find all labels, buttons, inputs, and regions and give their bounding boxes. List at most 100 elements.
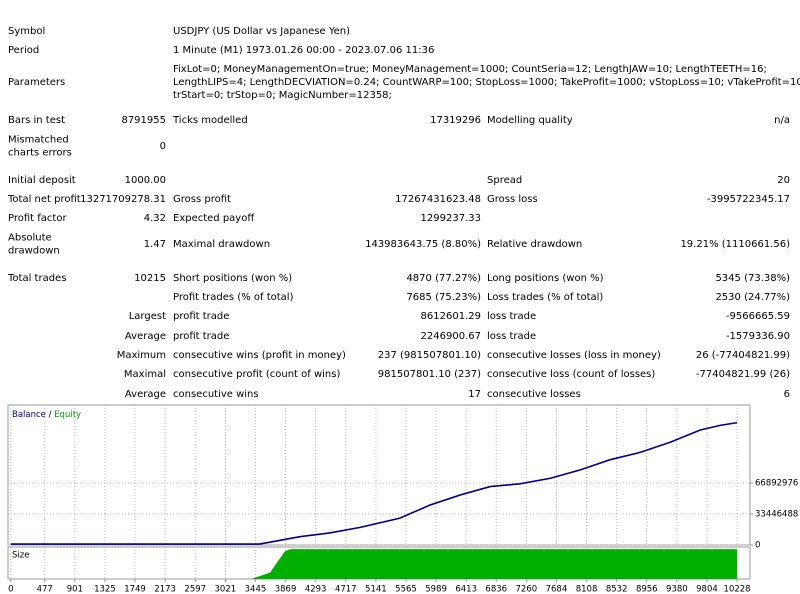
row-label: Short positions (won %) <box>173 273 292 284</box>
row-value: n/a <box>774 115 790 126</box>
row-value: -9566665.59 <box>726 311 790 322</box>
row-label: Average <box>125 331 166 342</box>
row-label: consecutive losses <box>487 389 581 400</box>
row-value: 17267431623.48 <box>395 194 481 205</box>
row-label: consecutive profit (count of wins) <box>173 369 340 380</box>
row-text: 1 Minute (M1) 1973.01.26 00:00 - 2023.07… <box>173 45 434 56</box>
row-value: 20 <box>777 175 790 186</box>
x-tick-label: 0 <box>8 585 13 594</box>
row-label: drawdown <box>8 246 60 257</box>
row-label: charts errors <box>8 148 72 159</box>
x-tick-label: 2597 <box>184 585 206 594</box>
legend: Balance / Equity <box>12 410 81 420</box>
x-tick-label: 3445 <box>245 585 267 594</box>
x-tick-label: 5141 <box>365 585 387 594</box>
row-label: loss trade <box>487 331 536 342</box>
row-label: Total net profit <box>7 194 81 205</box>
row-label: Symbol <box>8 26 45 37</box>
row-label: Mismatched <box>8 135 69 146</box>
row-value: -1579336.90 <box>726 331 790 342</box>
row-value: -3995722345.17 <box>707 194 790 205</box>
row-value: 19.21% (1110661.56) <box>680 239 790 250</box>
size-area <box>250 549 738 579</box>
row-label: Ticks modelled <box>172 115 248 126</box>
row-text: trStart=0; trStop=0; MagicNumber=12358; <box>173 90 392 101</box>
x-tick-label: 9380 <box>666 585 688 594</box>
x-tick-label: 8956 <box>636 585 658 594</box>
row-label: consecutive wins (profit in money) <box>173 350 346 361</box>
row-label: profit trade <box>173 331 229 342</box>
row-label: Total trades <box>7 273 66 284</box>
x-tick-label: 4293 <box>305 585 327 594</box>
row-value: 237 (981507801.10) <box>378 350 481 361</box>
x-tick-label: 8108 <box>576 585 598 594</box>
row-label: Gross profit <box>173 194 231 205</box>
row-label: Absolute <box>8 233 52 244</box>
legend-entry: Equity <box>54 410 81 420</box>
x-tick-label: 901 <box>67 585 83 594</box>
row-value: 17 <box>468 389 481 400</box>
row-value: 10215 <box>134 273 166 284</box>
row-value: 0 <box>160 141 166 152</box>
row-label: consecutive losses (loss in money) <box>487 350 661 361</box>
x-tick-label: 8532 <box>606 585 628 594</box>
chart-title: Size <box>12 551 29 561</box>
row-value: 1.47 <box>144 239 166 250</box>
row-label: Gross loss <box>487 194 538 205</box>
row-label: Modelling quality <box>487 115 573 126</box>
x-tick-label: 5989 <box>425 585 447 594</box>
x-tick-label: 9804 <box>696 585 718 594</box>
row-value: 7685 (75.23%) <box>406 292 481 303</box>
legend-entry: Balance <box>12 410 46 420</box>
row-label: Maximal <box>124 369 166 380</box>
x-tick-label: 5565 <box>395 585 417 594</box>
x-tick-label: 3869 <box>275 585 297 594</box>
row-text: LengthLIPS=4; LengthDECVIATION=0.24; Cou… <box>173 77 800 88</box>
x-tick-label: 3021 <box>215 585 237 594</box>
row-label: Initial deposit <box>8 175 76 186</box>
row-text: USDJPY (US Dollar vs Japanese Yen) <box>173 26 350 37</box>
row-value: 2530 (24.77%) <box>715 292 790 303</box>
x-tick-label: 477 <box>37 585 53 594</box>
x-tick-label: 10228 <box>724 585 751 594</box>
row-label: Bars in test <box>8 115 65 126</box>
row-label: Maximum <box>117 350 166 361</box>
row-label: Profit factor <box>8 213 67 224</box>
row-label: consecutive wins <box>173 389 259 400</box>
row-label: Period <box>8 45 39 56</box>
row-label: Average <box>125 389 166 400</box>
row-value: 4870 (77.27%) <box>406 273 481 284</box>
x-tick-label: 7684 <box>546 585 568 594</box>
row-label: Spread <box>487 175 522 186</box>
row-value: 26 (-77404821.99) <box>696 350 790 361</box>
row-label: Relative drawdown <box>487 239 582 250</box>
y-tick-label: 66892976 <box>755 478 798 488</box>
row-label: Loss trades (% of total) <box>487 292 603 303</box>
row-label: Maximal drawdown <box>173 239 270 250</box>
x-tick-label: 6413 <box>455 585 477 594</box>
x-tick-label: 7260 <box>516 585 538 594</box>
x-tick-label: 1749 <box>124 585 146 594</box>
row-value: 143983643.75 (8.80%) <box>365 239 481 250</box>
row-value: 17319296 <box>430 115 481 126</box>
row-label: Long positions (won %) <box>487 273 604 284</box>
row-label: Largest <box>129 311 166 322</box>
row-label: Profit trades (% of total) <box>173 292 294 303</box>
y-tick-label: 33446488 <box>755 509 798 519</box>
row-value: 6 <box>784 389 790 400</box>
row-value: -77404821.99 (26) <box>696 369 790 380</box>
row-value: 4.32 <box>144 213 166 224</box>
y-tick-label: 0 <box>755 541 760 551</box>
x-tick-label: 6836 <box>485 585 507 594</box>
row-label: Expected payoff <box>173 213 255 224</box>
row-value: 1000.00 <box>125 175 166 186</box>
x-tick-label: 4717 <box>335 585 357 594</box>
x-tick-label: 1325 <box>94 585 116 594</box>
row-value: 13271709278.31 <box>80 194 166 205</box>
row-value: 981507801.10 (237) <box>378 369 481 380</box>
row-text: FixLot=0; MoneyManagementOn=true; MoneyM… <box>173 64 767 75</box>
row-value: 2246900.67 <box>421 331 481 342</box>
row-label: loss trade <box>487 311 536 322</box>
